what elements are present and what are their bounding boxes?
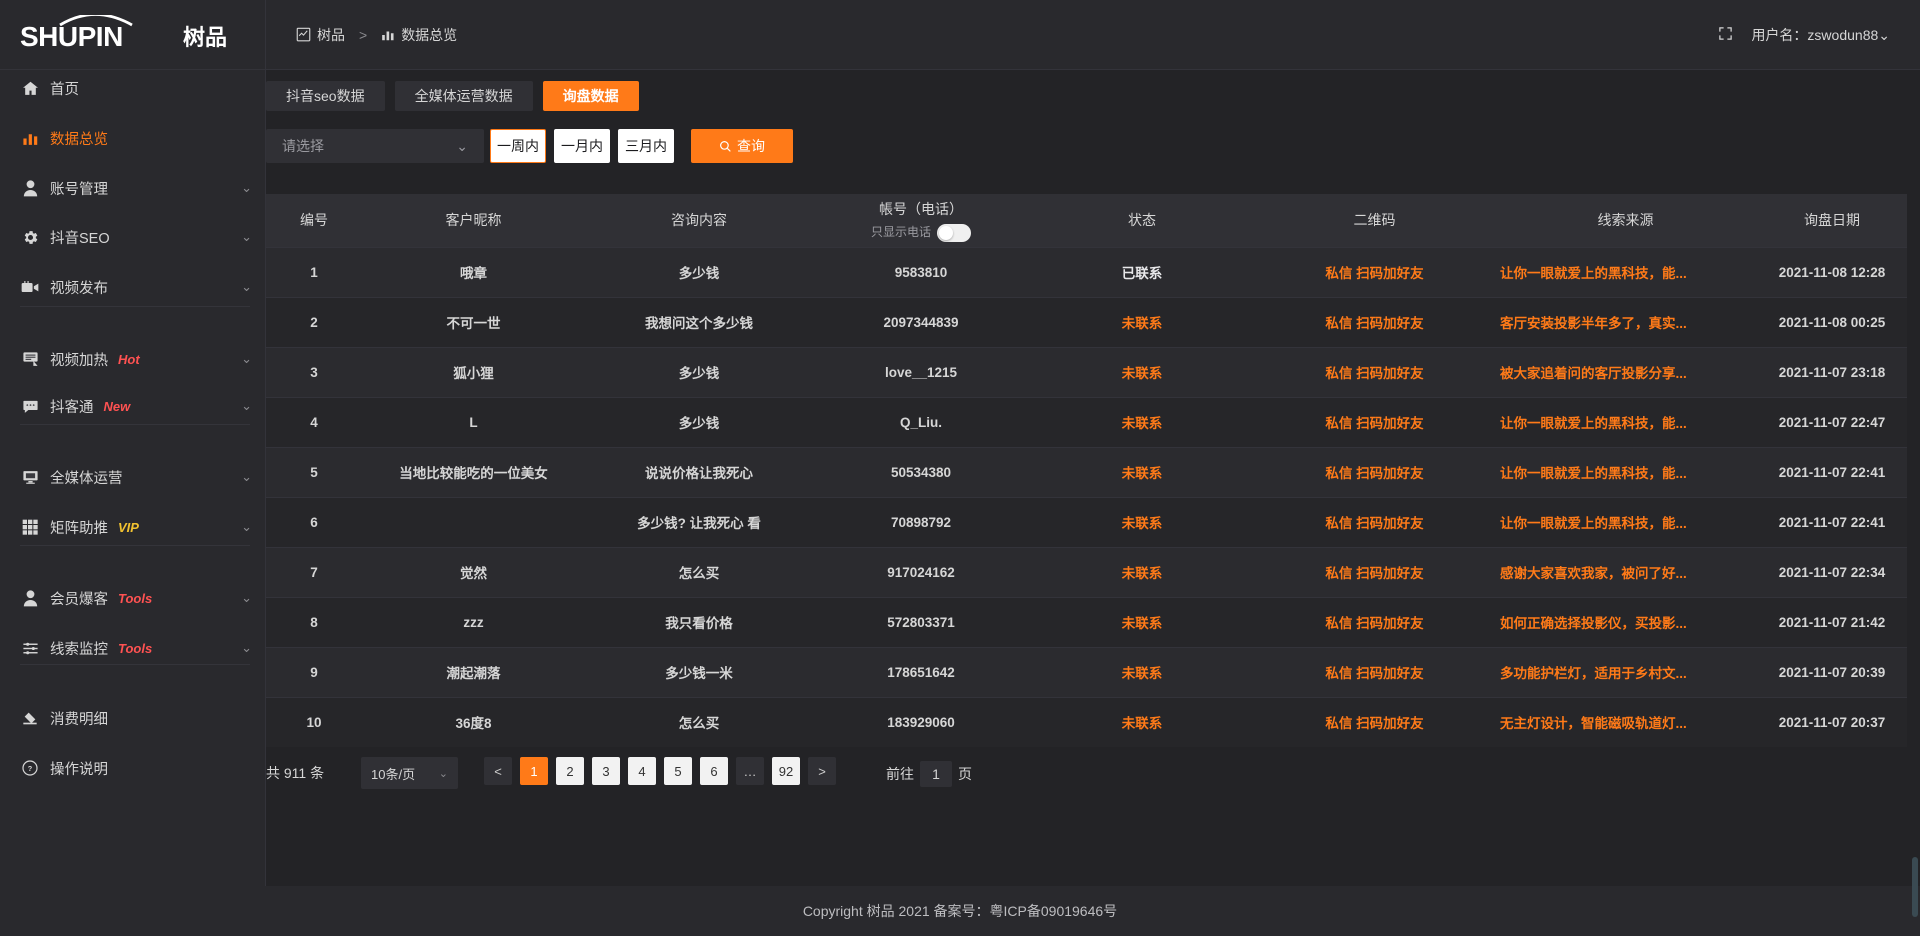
svg-text:SHUPIN: SHUPIN xyxy=(20,21,123,52)
svg-text:?: ? xyxy=(28,764,33,773)
svg-text:树品: 树品 xyxy=(183,25,227,50)
